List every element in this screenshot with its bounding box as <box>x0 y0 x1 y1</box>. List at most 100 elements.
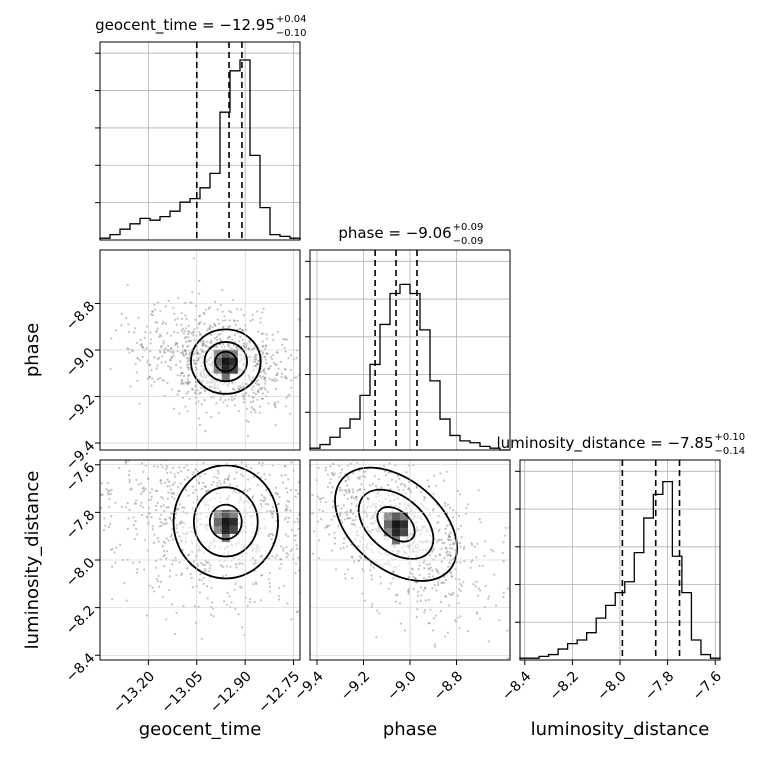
scatter-point <box>447 534 450 537</box>
scatter-point <box>339 445 341 447</box>
scatter-point <box>259 599 262 602</box>
scatter-point <box>264 344 268 348</box>
scatter-point <box>135 571 138 574</box>
scatter-point <box>127 474 131 477</box>
scatter-point <box>263 377 266 380</box>
scatter-point <box>94 572 96 574</box>
scatter-point <box>192 485 195 488</box>
scatter-point <box>140 501 143 504</box>
scatter-point <box>276 492 279 495</box>
scatter-point <box>222 401 225 404</box>
scatter-point <box>333 542 337 545</box>
scatter-point <box>387 587 390 590</box>
scatter-point <box>252 475 256 478</box>
scatter-point <box>199 353 202 356</box>
panel-title-luminosity_distance: luminosity_distance = −7.85 <box>496 434 713 453</box>
scatter-point <box>360 455 362 457</box>
scatter-point <box>373 475 376 478</box>
scatter-point <box>458 493 461 496</box>
scatter-point <box>146 325 149 328</box>
scatter-point <box>324 485 326 487</box>
scatter-point <box>312 552 315 556</box>
scatter-point <box>314 468 316 470</box>
scatter-point <box>449 555 452 558</box>
scatter-point <box>216 338 219 342</box>
scatter-point <box>346 497 349 500</box>
scatter-point <box>245 383 248 386</box>
scatter-point <box>344 479 347 482</box>
scatter-point <box>155 367 158 370</box>
scatter-point <box>344 577 347 580</box>
scatter-point <box>183 329 186 333</box>
scatter-point <box>228 474 231 477</box>
scatter-point <box>253 356 256 359</box>
scatter-point <box>233 397 236 400</box>
x-axis-label-phase: phase <box>383 719 437 740</box>
scatter-point <box>285 485 287 487</box>
scatter-point <box>176 507 179 510</box>
scatter-point <box>303 598 305 600</box>
scatter-point <box>438 539 441 542</box>
scatter-point <box>262 375 265 378</box>
scatter-point <box>317 523 319 525</box>
scatter-point <box>296 492 300 495</box>
scatter-point <box>152 417 154 419</box>
scatter-point <box>182 332 186 335</box>
scatter-point <box>108 497 111 500</box>
scatter-point <box>359 451 361 453</box>
scatter-point <box>196 470 199 473</box>
scatter-point <box>304 456 306 458</box>
scatter-point <box>276 493 279 496</box>
scatter-point <box>287 356 290 360</box>
scatter-point <box>222 565 225 569</box>
scatter-point <box>83 583 85 585</box>
scatter-point <box>240 329 244 332</box>
scatter-point <box>219 390 222 393</box>
scatter-point <box>459 545 462 548</box>
scatter-point <box>259 349 262 353</box>
scatter-point <box>155 321 158 324</box>
scatter-point <box>178 412 181 415</box>
scatter-point <box>186 345 189 348</box>
scatter-point <box>283 518 286 521</box>
scatter-point <box>358 488 361 491</box>
scatter-point <box>228 319 231 322</box>
scatter-point <box>481 564 484 567</box>
scatter-point <box>240 386 243 389</box>
scatter-point <box>356 461 359 464</box>
scatter-point <box>338 476 341 479</box>
scatter-point <box>142 470 145 473</box>
scatter-point <box>178 561 181 564</box>
scatter-point <box>167 506 170 509</box>
x-tick-label-phase: −9.2 <box>338 668 373 703</box>
scatter-point <box>155 504 158 507</box>
scatter-point <box>374 484 378 487</box>
scatter-point <box>447 604 451 607</box>
scatter-point <box>331 403 333 405</box>
scatter-point <box>140 492 143 495</box>
x-tick-label-luminosity_distance: −8.0 <box>594 668 629 703</box>
scatter-point <box>276 400 280 403</box>
scatter-point <box>156 489 159 493</box>
scatter-point <box>159 478 162 482</box>
scatter-point <box>304 490 306 492</box>
scatter-point <box>451 547 454 550</box>
scatter-point <box>354 515 357 518</box>
scatter-point <box>181 372 184 375</box>
scatter-point <box>173 473 176 476</box>
scatter-point <box>181 344 184 347</box>
scatter-point <box>122 445 124 447</box>
scatter-point <box>302 513 304 515</box>
scatter-point <box>330 454 332 456</box>
scatter-point <box>197 400 200 403</box>
scatter-point <box>331 549 334 552</box>
scatter-point <box>221 575 225 578</box>
scatter-point <box>102 528 105 532</box>
scatter-point <box>144 445 146 447</box>
density-cell <box>221 533 230 542</box>
scatter-point <box>281 393 283 395</box>
scatter-point <box>290 386 293 389</box>
scatter-point <box>280 545 283 548</box>
scatter-point <box>445 551 448 554</box>
scatter-point <box>160 345 163 348</box>
